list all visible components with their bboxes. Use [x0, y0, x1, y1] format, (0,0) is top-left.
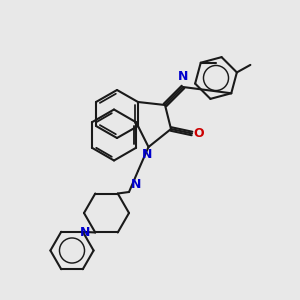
Text: N: N [178, 70, 188, 83]
Text: N: N [80, 226, 90, 239]
Text: O: O [194, 127, 204, 140]
Text: N: N [142, 148, 152, 161]
Text: N: N [130, 178, 141, 190]
